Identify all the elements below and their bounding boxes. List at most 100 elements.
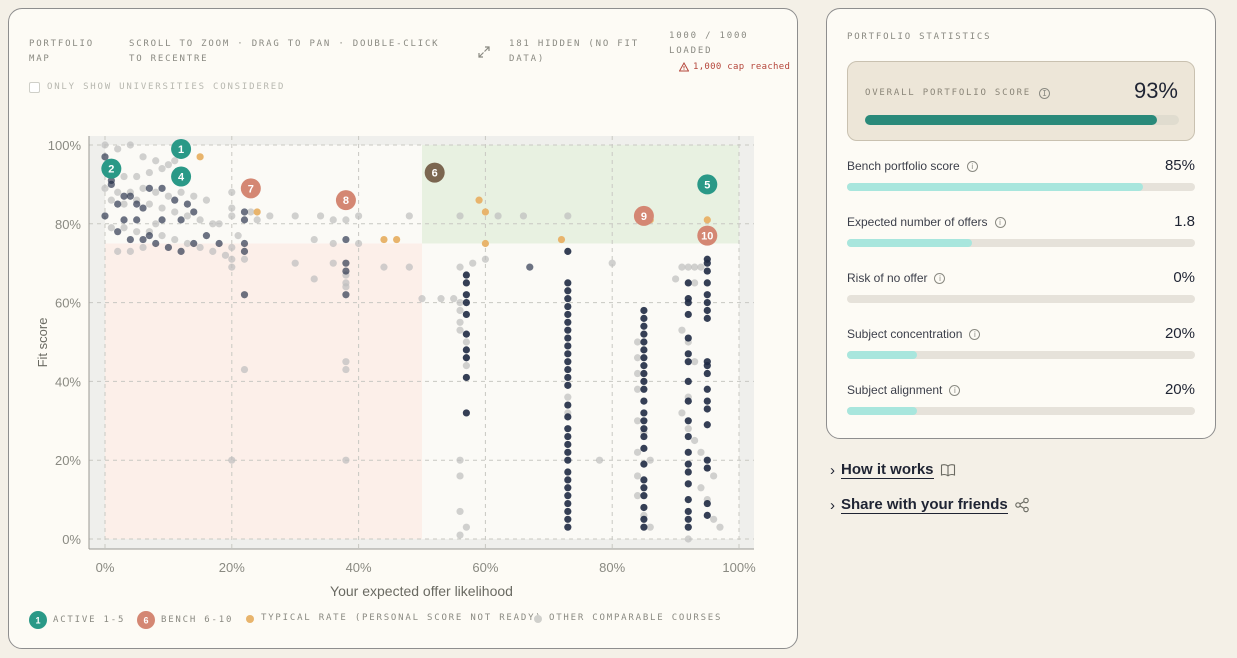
- info-icon[interactable]: i: [1039, 88, 1051, 99]
- course-point: [564, 425, 572, 433]
- course-point: [640, 409, 648, 417]
- only-considered-checkbox[interactable]: [29, 82, 40, 93]
- legend-bench-badge-text: 6: [143, 616, 148, 626]
- course-point: [640, 460, 648, 468]
- course-point: [240, 247, 249, 255]
- other-course-point: [633, 417, 642, 425]
- active-course-marker: [171, 138, 192, 159]
- y-tick-label: 20%: [55, 453, 81, 468]
- stat-bar-fill: [847, 351, 917, 359]
- course-point: [640, 314, 648, 322]
- y-axis-label: Fit score: [35, 318, 50, 368]
- course-point: [684, 358, 692, 366]
- typical-rate-point: [481, 239, 489, 248]
- other-course-point: [228, 263, 236, 271]
- typical-dot-icon: [246, 614, 254, 623]
- course-point: [640, 322, 648, 330]
- other-course-point: [114, 247, 122, 255]
- bench-course-marker-label: 10: [701, 231, 713, 243]
- warning-icon: [679, 62, 689, 72]
- course-point: [564, 523, 572, 531]
- course-point: [462, 291, 470, 299]
- legend-bench-label: BENCH 6-10: [161, 614, 234, 625]
- other-course-point: [469, 259, 477, 267]
- legend-active: 1 ACTIVE 1-5: [29, 611, 125, 629]
- course-point: [703, 421, 711, 429]
- course-point: [640, 338, 648, 346]
- other-course-point: [329, 216, 337, 224]
- other-course-point: [266, 212, 274, 220]
- share-link[interactable]: › Share with your friends: [830, 496, 1030, 514]
- course-point: [120, 216, 128, 224]
- course-point: [703, 499, 711, 508]
- overall-score-label-row: OVERALL PORTFOLIO SCORE i: [865, 86, 1051, 101]
- course-point: [703, 299, 711, 307]
- course-point: [342, 267, 350, 275]
- info-icon[interactable]: i: [969, 328, 981, 340]
- other-course-point: [240, 255, 249, 263]
- portfolio-scatter-chart[interactable]: 0% 0% 20% 20% 40% 40% 60% 60% 80% 80% 100% 100% Your…: [9, 9, 799, 609]
- active-course-marker-label: 1: [178, 144, 184, 156]
- other-course-point: [405, 263, 413, 271]
- other-course-point: [494, 212, 502, 220]
- other-course-point: [171, 157, 179, 165]
- course-point: [342, 235, 350, 244]
- course-point: [564, 507, 572, 516]
- course-point: [703, 279, 711, 287]
- x-tick-label: 80%: [599, 560, 625, 575]
- course-point: [640, 385, 648, 393]
- course-point: [564, 440, 572, 449]
- course-point: [240, 239, 249, 248]
- typical-rate-point: [557, 235, 566, 244]
- other-course-point: [456, 306, 464, 315]
- bench-course-marker-label: 6: [432, 168, 438, 180]
- course-point: [564, 484, 572, 492]
- info-icon[interactable]: i: [994, 216, 1006, 228]
- typical-rate-point: [380, 235, 388, 244]
- course-point: [215, 239, 223, 248]
- active-badge-icon: 1: [29, 611, 47, 629]
- course-point: [684, 432, 692, 441]
- other-course-point: [691, 263, 699, 271]
- stat-row: Bench portfolio score i 85%: [847, 157, 1195, 191]
- info-icon[interactable]: i: [934, 272, 946, 284]
- only-considered-label[interactable]: ONLY SHOW UNIVERSITIES CONSIDERED: [47, 82, 286, 92]
- course-point: [564, 432, 572, 441]
- course-point: [684, 279, 692, 287]
- course-point: [564, 499, 572, 508]
- how-it-works-link[interactable]: › How it works: [830, 461, 956, 479]
- expand-icon[interactable]: [477, 45, 491, 59]
- other-course-point: [183, 239, 192, 248]
- course-point: [640, 484, 648, 492]
- portfolio-statistics-card: PORTFOLIO STATISTICS OVERALL PORTFOLIO S…: [826, 8, 1216, 439]
- other-course-point: [209, 220, 217, 228]
- other-course-point: [126, 141, 134, 149]
- stat-label: Subject concentration: [847, 327, 963, 341]
- map-title: PORTFOLIO MAP: [29, 39, 94, 64]
- course-point: [703, 511, 711, 519]
- course-point: [640, 354, 648, 362]
- other-course-point: [164, 161, 172, 169]
- how-it-works-label[interactable]: How it works: [841, 461, 934, 479]
- x-tick-label: 0%: [96, 560, 115, 575]
- stat-value: 20%: [1164, 381, 1195, 398]
- course-point: [640, 432, 648, 441]
- stat-label-row: Risk of no offer i: [847, 271, 1195, 285]
- info-icon[interactable]: i: [949, 384, 961, 396]
- y-tick-label: 40%: [55, 374, 81, 389]
- course-point: [684, 515, 692, 523]
- other-course-point: [456, 456, 464, 464]
- course-point: [684, 480, 692, 488]
- other-course-point: [456, 531, 464, 539]
- other-course-point: [633, 354, 642, 362]
- other-course-point: [462, 362, 470, 370]
- course-point: [158, 216, 166, 224]
- course-point: [462, 330, 470, 338]
- legend-typical: TYPICAL RATE (PERSONAL SCORE NOT READY): [245, 611, 543, 626]
- other-course-point: [171, 235, 179, 244]
- other-course-point: [114, 145, 122, 153]
- share-label[interactable]: Share with your friends: [841, 496, 1008, 514]
- course-point: [202, 232, 211, 240]
- stat-label-row: Subject alignment i: [847, 383, 1195, 397]
- info-icon[interactable]: i: [966, 160, 978, 172]
